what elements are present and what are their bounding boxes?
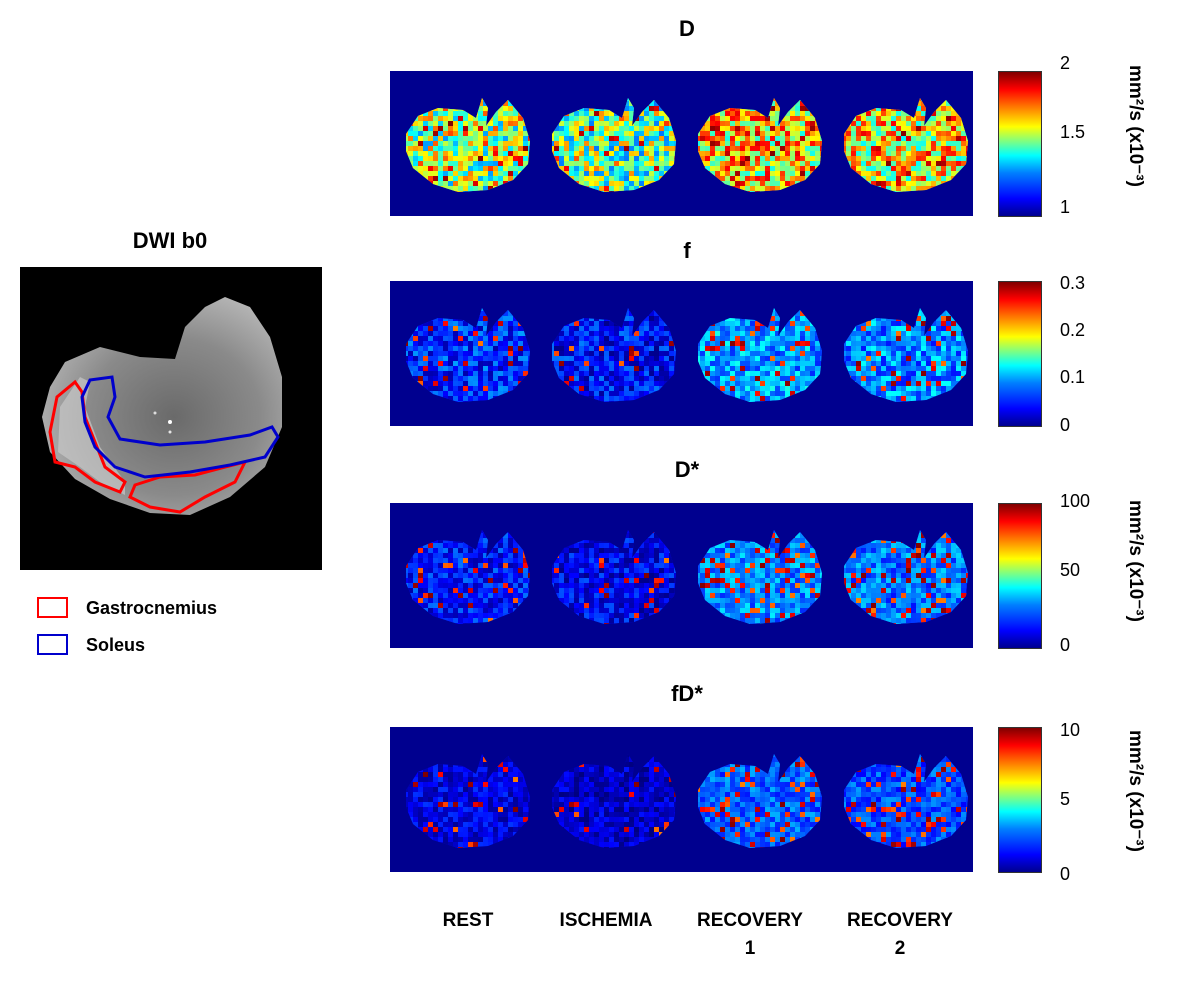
tick-dstar-mid: 50 xyxy=(1060,560,1081,580)
map-strip-fdstar xyxy=(390,727,973,872)
leg-map-dstar-2 xyxy=(698,530,822,624)
row-title-fdstar: fD* xyxy=(671,681,703,706)
colorbar-d xyxy=(998,71,1042,217)
colorbar-fdstar xyxy=(998,727,1042,873)
unit-label-d: mm²/s (x10⁻³) xyxy=(1125,65,1146,187)
leg-map-fdstar-0 xyxy=(406,754,530,848)
legend-swatch-soleus xyxy=(37,634,68,655)
tick-d-min: 1 xyxy=(1060,197,1071,217)
dwi-b0-image xyxy=(20,267,322,570)
tick-f-1: 0.2 xyxy=(1060,320,1086,340)
tick-dstar-max: 100 xyxy=(1060,491,1091,511)
leg-map-fdstar-1 xyxy=(552,754,676,848)
unit-label-fdstar: mm²/s (x10⁻³) xyxy=(1125,730,1146,852)
tick-fdstar-max: 10 xyxy=(1060,720,1081,740)
leg-map-dstar-1 xyxy=(552,530,676,624)
leg-map-d-1 xyxy=(552,98,676,192)
leg-map-fdstar-2 xyxy=(698,754,822,848)
tick-d-mid: 1.5 xyxy=(1060,122,1086,142)
legend-label-soleus: Soleus xyxy=(86,635,146,655)
unit-label-dstar: mm²/s (x10⁻³) xyxy=(1125,500,1146,622)
column-label-rest: REST xyxy=(442,910,494,931)
leg-map-dstar-0 xyxy=(406,530,530,624)
map-strip-f xyxy=(390,281,973,426)
colorbar-f xyxy=(998,281,1042,427)
map-strip-dstar xyxy=(390,503,973,648)
leg-map-d-2 xyxy=(698,98,822,192)
colorbar-dstar xyxy=(998,503,1042,649)
leg-map-f-1 xyxy=(552,308,676,402)
tick-fdstar-min: 0 xyxy=(1060,864,1071,884)
leg-map-d-3 xyxy=(844,98,968,192)
tick-f-2: 0.1 xyxy=(1060,367,1086,387)
row-title-f: f xyxy=(683,238,691,263)
tick-fdstar-mid: 5 xyxy=(1060,789,1071,809)
map-strip-d xyxy=(390,71,973,216)
dwi-title: DWI b0 xyxy=(132,228,208,253)
tick-f-0: 0.3 xyxy=(1060,273,1086,293)
legend-label-gastrocnemius: Gastrocnemius xyxy=(86,598,218,618)
column-label-ischemia: ISCHEMIA xyxy=(559,910,653,931)
leg-map-f-0 xyxy=(406,308,530,402)
tick-d-max: 2 xyxy=(1060,53,1071,73)
row-title-d: D xyxy=(679,16,695,41)
leg-map-d-0 xyxy=(406,98,530,192)
column-label-recovery-2: RECOVERY 2 xyxy=(847,910,953,959)
tick-f-3: 0 xyxy=(1060,415,1071,435)
leg-map-f-3 xyxy=(844,308,968,402)
tick-dstar-min: 0 xyxy=(1060,635,1071,655)
column-label-recovery-1: RECOVERY 1 xyxy=(697,910,803,959)
legend-swatch-gastrocnemius xyxy=(37,597,68,618)
leg-map-dstar-3 xyxy=(844,530,968,624)
row-title-dstar: D* xyxy=(674,457,700,482)
leg-map-f-2 xyxy=(698,308,822,402)
leg-map-fdstar-3 xyxy=(844,754,968,848)
